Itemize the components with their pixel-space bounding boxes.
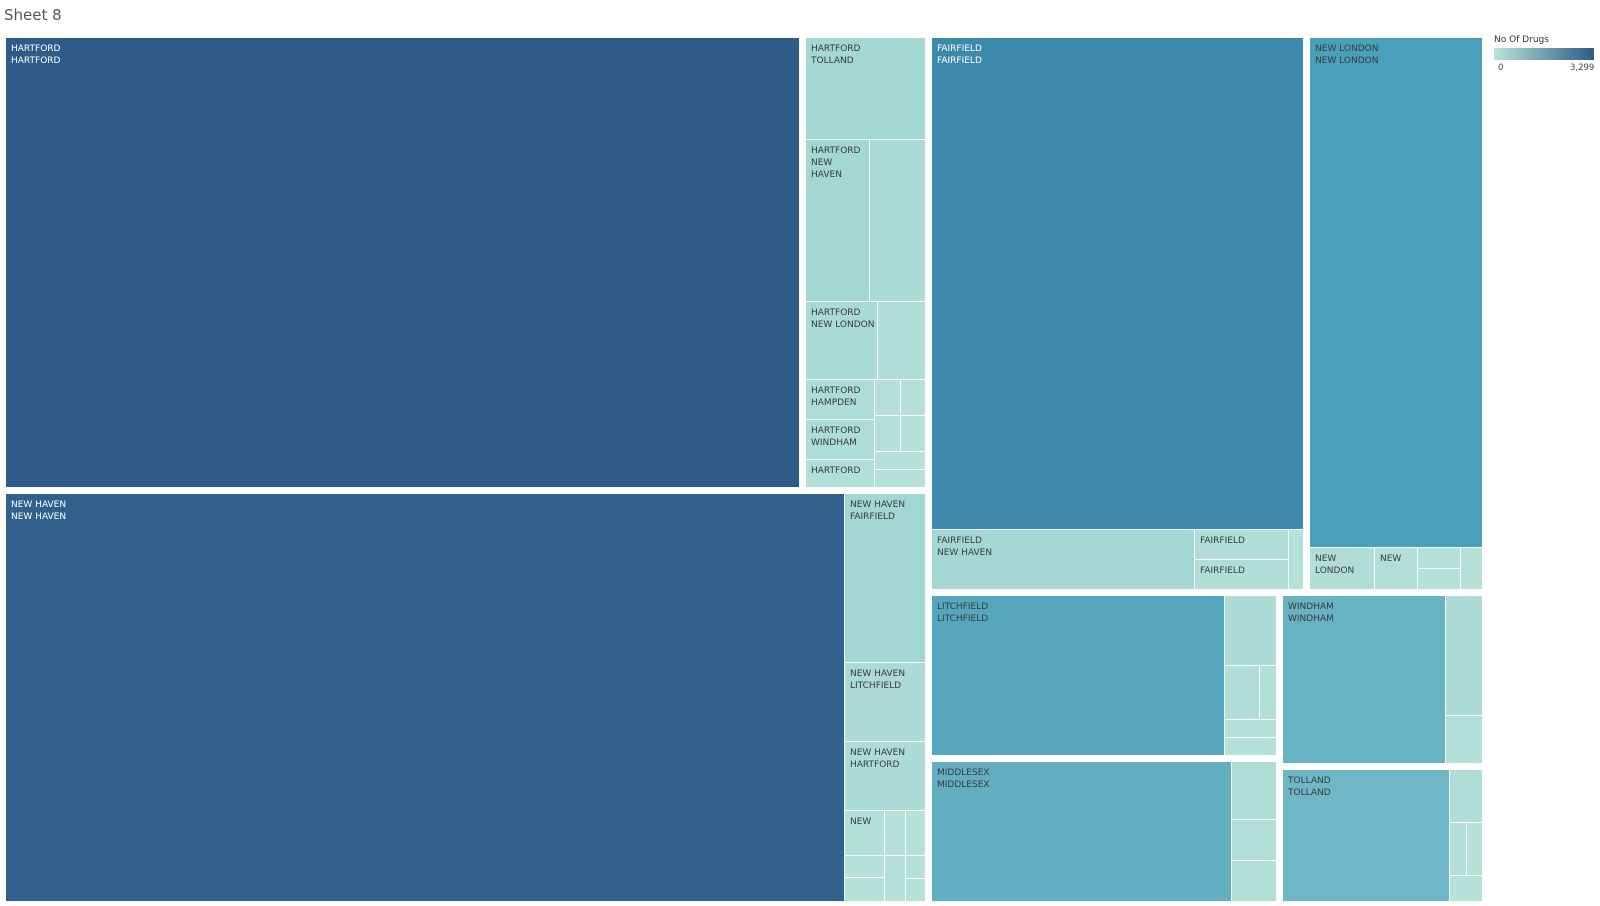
treemap-cell[interactable]: FAIRFIELD — [1195, 530, 1289, 560]
treemap-cell[interactable] — [1446, 716, 1483, 764]
treemap-cell[interactable]: HARTFORD HAMPDEN — [806, 380, 875, 420]
treemap-cell[interactable]: NEW HAVEN HARTFORD — [845, 742, 926, 811]
treemap-cell-label: FAIRFIELD — [1200, 566, 1245, 576]
treemap-cell-label: HARTFORD TOLLAND — [811, 44, 861, 66]
treemap-cell[interactable]: NEW HAVEN NEW HAVEN — [6, 494, 845, 902]
treemap-cell[interactable] — [1225, 738, 1277, 756]
treemap-cell[interactable] — [901, 416, 926, 452]
treemap-cell-label: HARTFORD — [811, 466, 861, 476]
treemap-cell-label: NEW HAVEN FAIRFIELD — [850, 500, 906, 522]
treemap-cell[interactable] — [885, 856, 906, 902]
treemap-cell[interactable]: HARTFORD NEW LONDON — [806, 302, 878, 380]
treemap-cell[interactable]: LITCHFIELD LITCHFIELD — [932, 596, 1225, 756]
treemap-cell[interactable] — [1450, 876, 1483, 902]
treemap-cell[interactable] — [870, 140, 926, 302]
treemap-cell[interactable] — [1225, 596, 1277, 666]
legend-gradient-bar — [1494, 48, 1594, 60]
treemap-cell-label: NEW LONDON — [1315, 554, 1355, 576]
treemap-cell[interactable] — [1232, 820, 1277, 861]
treemap-cell-label: FAIRFIELD FAIRFIELD — [937, 44, 982, 66]
legend-title: No Of Drugs — [1494, 35, 1549, 45]
treemap-cell[interactable]: FAIRFIELD NEW HAVEN — [932, 530, 1195, 590]
treemap-cell[interactable] — [1225, 720, 1277, 738]
treemap-cell-label: NEW HAVEN HARTFORD — [850, 748, 906, 770]
treemap-cell[interactable]: TOLLAND TOLLAND — [1283, 770, 1450, 902]
treemap-cell[interactable] — [875, 470, 926, 488]
treemap-cell[interactable] — [1446, 596, 1483, 716]
treemap-cell[interactable] — [878, 302, 926, 380]
treemap-cell-label: WINDHAM WINDHAM — [1288, 602, 1334, 624]
treemap-cell[interactable]: NEW LONDON — [1310, 548, 1375, 590]
treemap-cell[interactable] — [885, 811, 906, 856]
treemap-cell[interactable]: FAIRFIELD FAIRFIELD — [932, 38, 1304, 530]
treemap-cell[interactable] — [875, 380, 901, 416]
treemap-cell[interactable]: NEW LONDON NEW LONDON — [1310, 38, 1483, 548]
treemap-cell-label: FAIRFIELD — [1200, 536, 1245, 546]
treemap-cell[interactable]: HARTFORD HARTFORD — [6, 38, 800, 488]
sheet-title: Sheet 8 — [4, 6, 62, 24]
treemap-cell[interactable] — [1260, 666, 1277, 720]
treemap-cell[interactable] — [1232, 762, 1277, 820]
color-legend: No Of Drugs 0 3,299 — [1494, 35, 1598, 73]
treemap-cell-label: HARTFORD WINDHAM — [811, 426, 861, 448]
treemap-cell[interactable] — [901, 380, 926, 416]
treemap-cell[interactable] — [1467, 823, 1483, 876]
treemap-cell[interactable]: FAIRFIELD — [1195, 560, 1289, 590]
treemap-cell[interactable] — [906, 856, 926, 879]
treemap-cell[interactable] — [1418, 569, 1461, 590]
treemap-cell-label: NEW HAVEN NEW HAVEN — [11, 500, 67, 522]
treemap-cell-label: LITCHFIELD LITCHFIELD — [937, 602, 989, 624]
treemap-cell[interactable] — [845, 878, 885, 902]
treemap-cell[interactable] — [906, 811, 926, 856]
treemap-cell[interactable] — [1418, 548, 1461, 569]
treemap-cell[interactable] — [1232, 861, 1277, 902]
treemap-cell-label: NEW — [850, 817, 872, 827]
treemap-cell-label: TOLLAND TOLLAND — [1288, 776, 1331, 798]
treemap-cell[interactable] — [875, 416, 901, 452]
treemap-cell[interactable]: HARTFORD NEW HAVEN — [806, 140, 870, 302]
treemap-cell[interactable]: NEW — [1375, 548, 1418, 590]
treemap-cell[interactable] — [1225, 666, 1260, 720]
legend-min-label: 0 — [1498, 63, 1504, 73]
treemap-cell-label: HARTFORD NEW HAVEN — [811, 146, 861, 180]
treemap-cell-label: HARTFORD HARTFORD — [11, 44, 61, 66]
treemap-cell[interactable] — [875, 452, 926, 470]
treemap-cell-label: NEW — [1380, 554, 1402, 564]
treemap-cell[interactable]: NEW HAVEN LITCHFIELD — [845, 663, 926, 742]
treemap-cell-label: HARTFORD HAMPDEN — [811, 386, 861, 408]
treemap-cell[interactable] — [845, 856, 885, 878]
treemap-cell[interactable] — [1289, 530, 1304, 590]
treemap-cell-label: NEW LONDON NEW LONDON — [1315, 44, 1379, 66]
treemap-cell[interactable] — [906, 879, 926, 902]
treemap-cell[interactable]: HARTFORD TOLLAND — [806, 38, 926, 140]
treemap-cell[interactable] — [1450, 823, 1467, 876]
treemap-cell-label: NEW HAVEN LITCHFIELD — [850, 669, 906, 691]
treemap-cell-label: FAIRFIELD NEW HAVEN — [937, 536, 993, 558]
treemap-cell[interactable]: NEW — [845, 811, 885, 856]
treemap-cell[interactable]: NEW HAVEN FAIRFIELD — [845, 494, 926, 663]
treemap-cell-label: HARTFORD NEW LONDON — [811, 308, 875, 330]
treemap-cell[interactable]: WINDHAM WINDHAM — [1283, 596, 1446, 764]
treemap-cell[interactable] — [1461, 548, 1483, 590]
treemap-cell-label: MIDDLESEX MIDDLESEX — [937, 768, 990, 790]
treemap-cell[interactable]: MIDDLESEX MIDDLESEX — [932, 762, 1232, 902]
treemap-cell[interactable]: HARTFORD — [806, 460, 875, 488]
treemap-cell[interactable] — [1450, 770, 1483, 823]
legend-max-label: 3,299 — [1570, 63, 1595, 73]
treemap-cell[interactable]: HARTFORD WINDHAM — [806, 420, 875, 460]
